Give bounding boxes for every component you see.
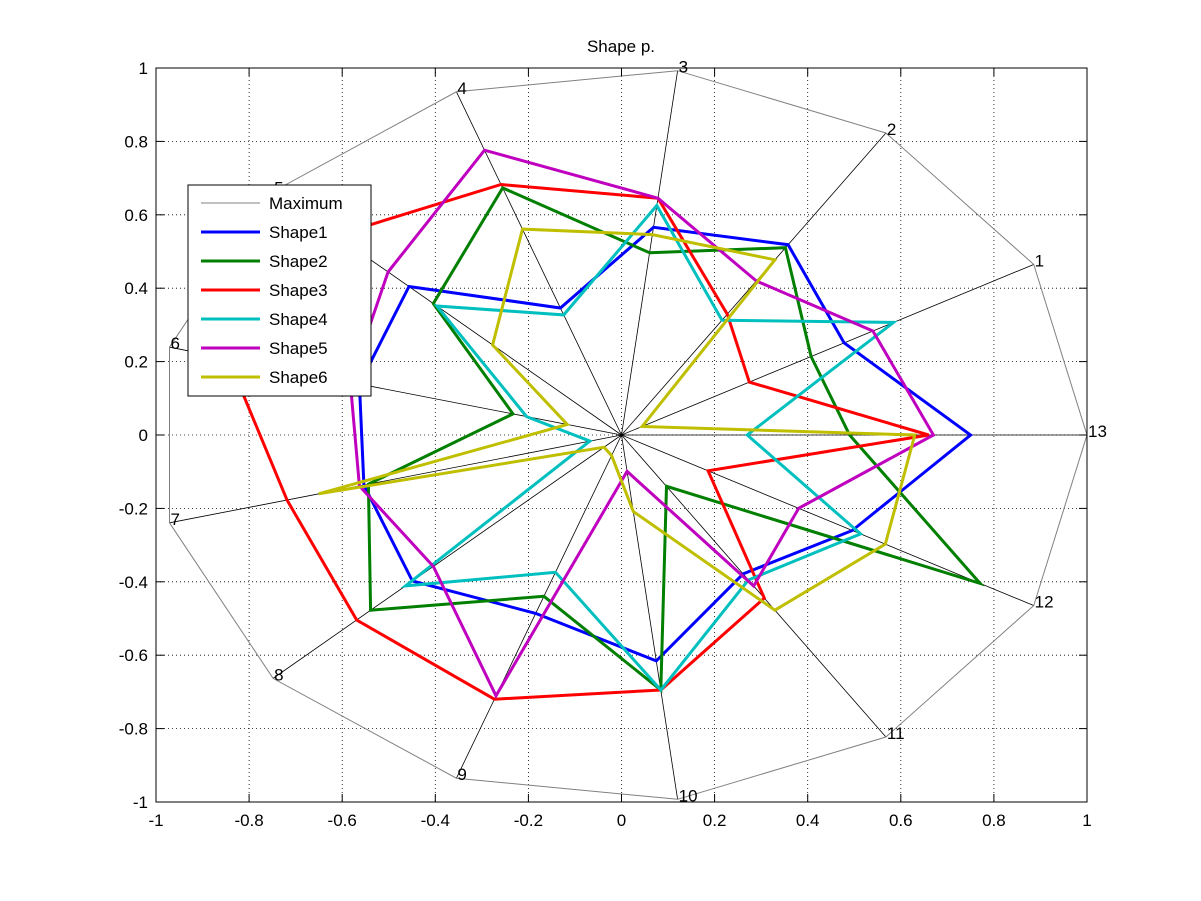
x-tick-label: 1 [1082,811,1091,830]
spoke-label: 11 [887,724,905,743]
y-tick-label: -0.8 [119,720,148,739]
x-tick-label: 0.6 [889,811,913,830]
legend-label: Shape5 [269,339,328,358]
x-tick-label: -0.8 [234,811,263,830]
radar-spoke [621,264,1034,436]
spoke-label: 12 [1035,593,1054,612]
legend-label: Shape6 [269,368,328,387]
y-tick-label: -0.4 [119,573,148,592]
legend-label: Shape3 [269,281,328,300]
y-tick-label: 1 [139,59,148,78]
legend-label: Maximum [269,194,343,213]
x-tick-label: 0 [617,811,626,830]
y-tick-label: -1 [133,793,148,812]
x-tick-label: 0.2 [703,811,727,830]
series-line-shape5 [348,148,936,699]
x-tick-label: -0.2 [514,811,543,830]
radar-spoke [621,132,887,436]
legend-label: Shape4 [269,310,328,329]
spoke-label: 9 [457,765,466,784]
series-line-shape3 [226,182,930,701]
x-tick-label: -0.6 [328,811,357,830]
chart-title: Shape p. [587,37,655,56]
y-tick-label: 0 [139,426,148,445]
legend: Maximum Shape1 Shape2 Shape3 Shape4 Shape5 Sha… [187,184,372,397]
series-line-shape4 [400,202,898,693]
x-tick-label: 0.4 [796,811,820,830]
spoke-label: 8 [274,665,283,684]
radar-spoke [169,434,622,524]
radar-spoke [621,434,1034,606]
y-tick-label: 0.6 [124,206,148,225]
spoke-label: 13 [1088,422,1107,441]
series-line-maximum [169,70,1088,800]
spoke-label: 1 [1035,251,1044,270]
radar-spoke [621,434,679,800]
series-lines [169,70,1088,800]
spoke-label: 10 [679,786,698,805]
y-tick-label: 0.8 [124,132,148,151]
spoke-label: 7 [171,510,180,529]
legend-label: Shape2 [269,252,328,271]
series-line-shape6 [318,227,917,612]
y-tick-label: 0.2 [124,353,148,372]
spoke-label: 4 [457,79,466,98]
y-tick-label: -0.6 [119,646,148,665]
spoke-label: 6 [171,334,180,353]
spoke-label: 3 [679,58,688,77]
radar-spoke [272,434,622,679]
x-tick-label: 0.8 [982,811,1006,830]
x-tick-label: -0.4 [421,811,450,830]
spoke-label: 2 [887,120,896,139]
y-tick-label: -0.2 [119,499,148,518]
radar-spoke [456,434,622,779]
y-tick-label: 0.4 [124,279,148,298]
x-tick-label: -1 [148,811,163,830]
legend-label: Shape1 [269,223,328,242]
axis-ticks: -1 -0.8 -0.6 -0.4 -0.2 0 0.2 0.4 0.6 0.8 1 -1 -0.8 -0… [119,59,1092,830]
